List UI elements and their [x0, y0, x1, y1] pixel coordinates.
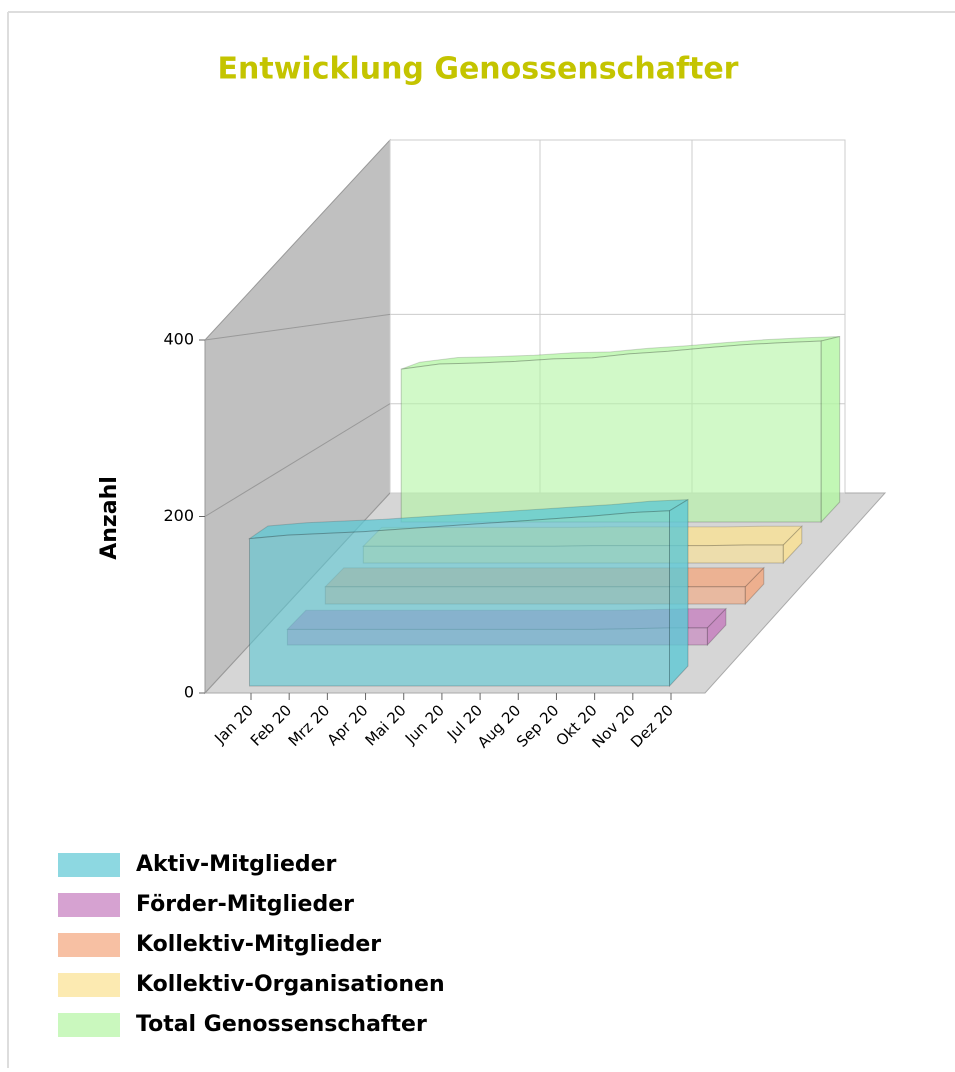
legend-swatch: [58, 853, 120, 877]
x-tick-label: Mrz 20: [285, 701, 334, 750]
legend-label: Total Genossenschafter: [136, 1012, 427, 1037]
x-tick-label: Aug 20: [474, 701, 524, 751]
y-axis-label: Anzahl: [97, 476, 122, 560]
legend-label: Aktiv-Mitglieder: [136, 852, 337, 877]
area-side: [782, 525, 803, 565]
chart-title: Entwicklung Genossenschafter: [218, 52, 739, 87]
x-tick-label: Mai 20: [362, 701, 410, 749]
area: [249, 510, 670, 687]
legend-label: Kollektiv-Mitglieder: [136, 932, 381, 957]
x-tick-label: Feb 20: [247, 701, 295, 749]
x-tick-label: Nov 20: [589, 701, 639, 751]
grid-line: [204, 403, 391, 517]
y-tick-label: 200: [163, 506, 194, 525]
x-tick-label: Jun 20: [401, 701, 448, 748]
x-tick-label: Apr 20: [324, 701, 372, 749]
x-tick-label: Dez 20: [627, 701, 677, 751]
legend-swatch: [58, 893, 120, 917]
area-side: [669, 498, 689, 688]
x-tick-label: Sep 20: [513, 701, 563, 751]
area-side: [706, 607, 727, 647]
area-side: [744, 566, 765, 606]
legend-swatch: [58, 973, 120, 997]
legend-label: Förder-Mitglieder: [136, 892, 354, 917]
legend-label: Kollektiv-Organisationen: [136, 972, 445, 997]
area-side: [820, 335, 841, 524]
area: [400, 340, 822, 523]
y-tick-label: 400: [163, 330, 194, 349]
legend-swatch: [58, 1013, 120, 1037]
grid-line: [204, 313, 391, 341]
y-tick-label: 0: [184, 683, 194, 702]
legend-swatch: [58, 933, 120, 957]
